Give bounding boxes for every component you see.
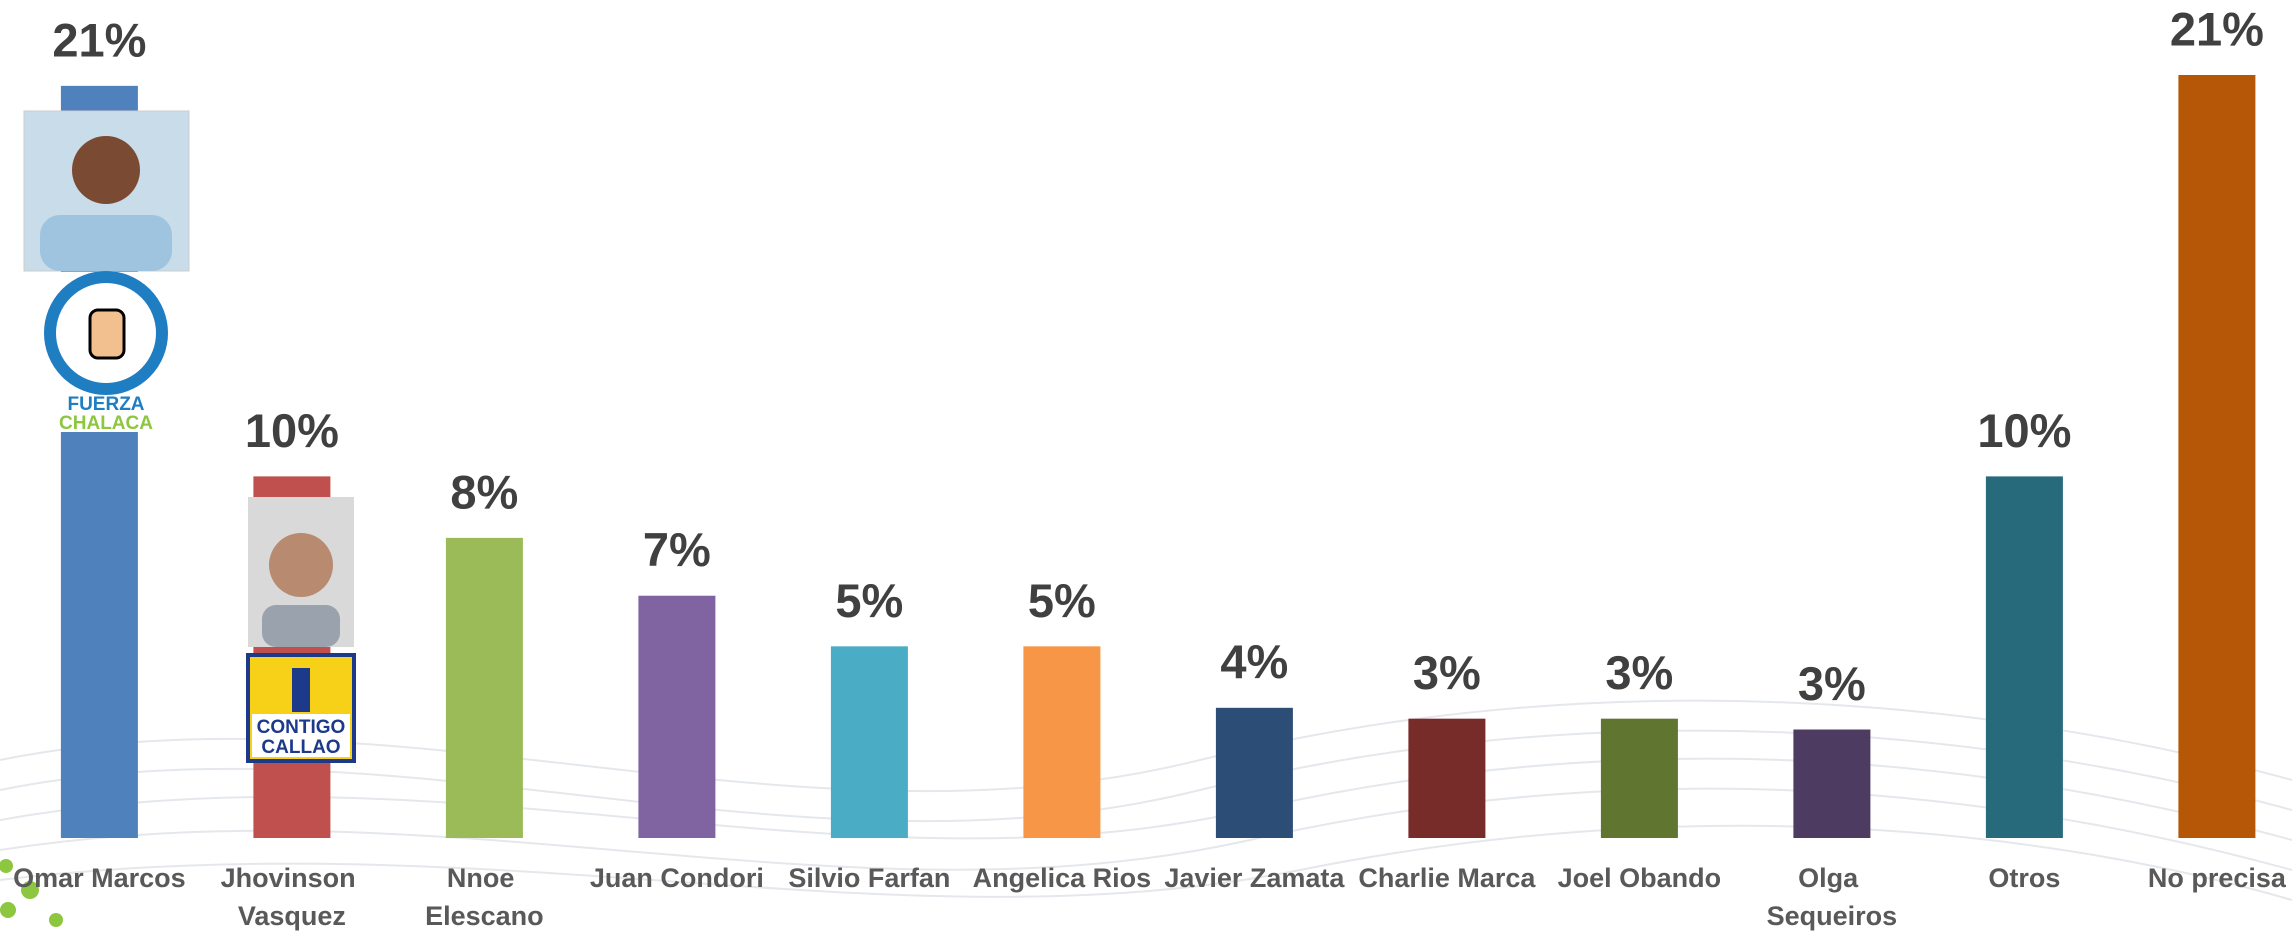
- value-label: 10%: [245, 404, 339, 457]
- value-label: 5%: [1028, 574, 1096, 627]
- logo-lighthouse: [292, 668, 310, 712]
- value-label: 7%: [643, 523, 711, 576]
- photo-face: [72, 136, 140, 204]
- bar: [2178, 75, 2256, 838]
- value-label: 3%: [1605, 646, 1673, 699]
- value-label: 3%: [1798, 657, 1866, 710]
- x-tick-label: Silvio Farfan: [788, 863, 950, 893]
- x-tick-label: Jhovinson Vasquez: [221, 863, 364, 931]
- value-label: 10%: [1977, 404, 2071, 457]
- value-label: 4%: [1220, 635, 1288, 688]
- photo-face: [269, 533, 333, 597]
- photo-shirt: [40, 215, 172, 271]
- x-tick-label: Javier Zamata: [1164, 863, 1345, 893]
- value-label: 21%: [52, 13, 146, 66]
- bar: [1985, 476, 2063, 838]
- value-label: 5%: [835, 574, 903, 627]
- x-tick-label: Nnoe Elescano: [425, 863, 544, 931]
- logo-text: CONTIGO: [257, 717, 346, 738]
- logo-thumb: [88, 308, 126, 360]
- bar: [830, 646, 908, 838]
- bar: [638, 595, 716, 838]
- candidate-2-badge: CONTIGO CALLAO: [246, 497, 356, 763]
- x-tick-label: Otros: [1988, 863, 2060, 893]
- value-label: 3%: [1413, 646, 1481, 699]
- x-tick-label: Charlie Marca: [1358, 863, 1536, 893]
- x-tick-label: Juan Condori: [590, 863, 764, 893]
- logo-band: [252, 714, 350, 757]
- bar: [1408, 718, 1486, 838]
- value-label: 8%: [450, 465, 518, 518]
- bar: [1215, 707, 1293, 838]
- x-tick-label: Omar Marcos: [13, 863, 186, 893]
- logo-text: CHALACA: [59, 413, 153, 434]
- x-tick-label: Joel Obando: [1558, 863, 1722, 893]
- x-tick-label: Olga Sequeiros: [1767, 863, 1898, 931]
- x-tick-label: No precisa: [2148, 863, 2287, 893]
- value-label: 21%: [2170, 2, 2264, 55]
- x-tick-label: Angelica Rios: [973, 863, 1152, 893]
- logo-text: FUERZA: [67, 394, 144, 415]
- bar: [445, 537, 523, 838]
- bars: [60, 75, 2256, 839]
- labels: 21% Omar Marcos 10% Jhovinson Vasquez 8% Nnoe…: [13, 2, 2287, 931]
- candidate-1-badge: FUERZA CHALACA: [23, 110, 190, 434]
- bar: [1793, 729, 1871, 838]
- bar: [1023, 646, 1101, 838]
- bar: [1600, 718, 1678, 838]
- corner-dots: [0, 859, 63, 927]
- logo-text: CALLAO: [261, 737, 340, 758]
- photo-shirt: [262, 605, 340, 647]
